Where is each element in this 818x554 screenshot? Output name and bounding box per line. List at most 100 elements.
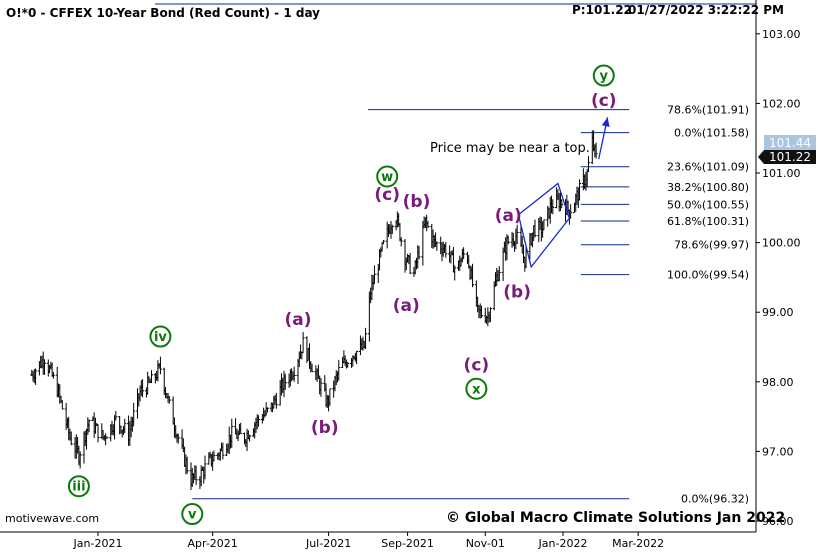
ohlc-bar (542, 219, 546, 231)
last-price-tag-bg (758, 150, 816, 164)
wave-label-text: y (600, 69, 609, 84)
y-tick-label: 99.00 (762, 306, 794, 319)
y-tick-label: 100.00 (762, 237, 801, 250)
wave-label-c[interactable]: (c) (464, 355, 490, 375)
ohlc-bar (248, 434, 252, 442)
wave-label-text: iii (72, 480, 85, 495)
wave-label-text: iv (154, 330, 167, 345)
wave-label-b[interactable]: (b) (403, 192, 431, 212)
ohlc-bar (444, 241, 448, 258)
ohlc-bar (586, 156, 590, 172)
ohlc-bar (105, 436, 109, 439)
ohlc-bar (212, 450, 216, 462)
ohlc-bar (453, 265, 457, 281)
time-axis[interactable]: Jan-2021 Apr-2021 Jul-2021 Sep-2021 Nov-01 Ja… (73, 532, 665, 550)
fib-level-label: 78.6%(99.97) (674, 239, 749, 252)
drawing-overlays (517, 117, 610, 269)
ohlc-bar (96, 424, 100, 443)
x-tick-label: Jul-2021 (305, 537, 351, 550)
y-tick-label: 97.00 (762, 445, 794, 458)
wave-label-text: v (188, 508, 197, 523)
price-bars (30, 130, 598, 491)
last-price-tag: 101.22 (769, 150, 811, 164)
fib-label-bg (670, 237, 752, 253)
x-tick-label: Nov-01 (466, 537, 505, 550)
ohlc-bar (114, 410, 118, 421)
fib-label-bg (663, 179, 752, 195)
fib-label-bg (663, 159, 752, 175)
wave-label-iii[interactable]: iii (67, 475, 90, 498)
ohlc-bar (372, 265, 376, 285)
wedge-channel[interactable] (517, 182, 571, 269)
ohlc-bar (132, 402, 136, 427)
fib-level-label: 78.6%(101.91) (667, 104, 749, 117)
ohlc-bar (60, 400, 64, 410)
wave-label-v[interactable]: v (181, 503, 204, 526)
wave-label-y[interactable]: y (592, 64, 615, 87)
ohlc-bar (337, 359, 341, 381)
wave-label-text: w (381, 170, 393, 185)
wave-label-iv[interactable]: iv (149, 325, 172, 348)
ohlc-bar (283, 373, 287, 390)
wave-label-a[interactable]: (a) (393, 296, 420, 316)
ohlc-bar (346, 361, 350, 368)
fib-level-label: 61.8%(100.31) (667, 215, 749, 228)
ohlc-bar (176, 433, 180, 444)
wave-label-b[interactable]: (b) (503, 282, 531, 302)
ohlc-bar (355, 350, 359, 365)
fib-label-bg (670, 125, 752, 141)
wave-label-c[interactable]: (c) (591, 91, 617, 111)
fib-label-bg (663, 197, 752, 213)
ohlc-bar (488, 307, 492, 323)
ohlc-bar (381, 239, 385, 245)
ohlc-bar (78, 451, 82, 469)
ohlc-bar (274, 392, 278, 409)
copyright: © Global Macro Climate Solutions Jan 202… (446, 510, 785, 526)
ohlc-bar (150, 370, 154, 384)
ohlc-bar (239, 422, 243, 435)
ohlc-bar (533, 219, 537, 238)
ohlc-bar (87, 419, 91, 433)
ohlc-bar (497, 266, 501, 282)
wave-label-w[interactable]: w (376, 165, 399, 188)
ohlc-bar (301, 331, 305, 354)
fib-label-bg (677, 491, 752, 507)
ohlc-bar (551, 199, 555, 215)
fib-label-bg (663, 102, 752, 118)
ohlc-bar (257, 415, 261, 427)
ohlc-bar (471, 263, 475, 288)
ohlc-bar (310, 363, 314, 373)
ohlc-bar (158, 356, 162, 375)
price-axis[interactable]: 96.00 97.00 98.00 99.00 100.00 101.00 102.00 10… (756, 28, 801, 528)
ohlc-bar (390, 224, 394, 234)
wave-label-a[interactable]: (a) (495, 206, 522, 226)
wave-label-a[interactable]: (a) (285, 310, 312, 330)
ohlc-bar (221, 442, 225, 460)
y-tick-label: 102.00 (762, 97, 801, 110)
wave-label-c[interactable]: (c) (374, 185, 400, 205)
ohlc-bar (141, 379, 145, 398)
wave-label-x[interactable]: x (465, 377, 488, 400)
price-readout: P:101.22 (572, 3, 632, 17)
x-tick-label: Apr-2021 (188, 537, 238, 550)
ohlc-bar (594, 142, 598, 159)
ohlc-bar (515, 224, 519, 245)
ohlc-bar (435, 241, 439, 251)
watermark: motivewave.com (5, 512, 99, 525)
fib-level-label: 23.6%(101.09) (667, 161, 749, 174)
ohlc-bar (479, 305, 483, 318)
ohlc-bar (185, 456, 189, 474)
ohlc-bar (578, 179, 582, 201)
y-tick-label: 96.00 (762, 515, 794, 528)
y-tick-label: 101.00 (762, 167, 801, 180)
ohlc-bar (408, 252, 412, 275)
ohlc-bar (417, 245, 421, 260)
wave-label-b[interactable]: (b) (311, 418, 339, 438)
prev-price-tag-bg (764, 135, 816, 150)
chart-title: O!*0 - CFFEX 10-Year Bond (Red Count) - … (6, 6, 320, 20)
ohlc-bar (51, 372, 55, 379)
fib-level-label: 0.0%(101.58) (674, 127, 749, 140)
